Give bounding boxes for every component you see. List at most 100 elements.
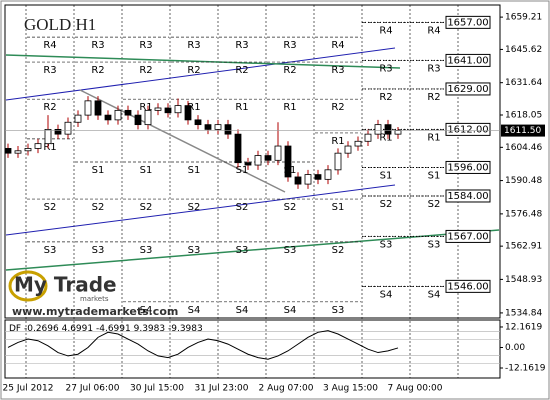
candle-body <box>354 140 362 147</box>
pivot-label: R1 <box>379 132 392 143</box>
level-label: 1657.00 <box>447 17 488 28</box>
pivot-label: R3 <box>91 40 104 51</box>
level-box <box>445 53 491 67</box>
pivot-label: R3 <box>283 40 296 51</box>
x-tick-label: 27 Jul 06:00 <box>66 384 120 394</box>
pivot-label: S4 <box>236 305 249 316</box>
y-tick-label: 1534.84 <box>505 308 542 318</box>
candle-body <box>234 133 242 164</box>
x-tick-label: 30 Jul 15:00 <box>130 384 184 394</box>
candle-body <box>294 176 302 185</box>
candle-body <box>324 169 332 180</box>
pivot-label: S3 <box>332 305 345 316</box>
pivot-label: R2 <box>43 102 56 113</box>
level-label: 1567.00 <box>447 231 488 242</box>
candle-body <box>54 128 62 135</box>
gray-line <box>79 89 286 193</box>
candle-body <box>174 105 182 114</box>
channel-lower <box>5 184 396 236</box>
channel-upper <box>5 47 396 101</box>
x-tick-label: 25 Jul 2012 <box>3 384 54 394</box>
logo: My Trade markets <box>8 270 117 303</box>
candle-body <box>164 107 172 114</box>
y-tick-label: 1590.48 <box>505 176 542 186</box>
pivot-label: S1 <box>188 165 201 176</box>
candle-body <box>264 155 272 161</box>
candle-body <box>134 114 142 126</box>
pivot-label: S3 <box>428 239 441 250</box>
candle-body <box>4 148 12 154</box>
candle-body <box>344 145 352 154</box>
candle-body <box>14 150 22 154</box>
pivot-label: R1 <box>427 132 440 143</box>
pivot-label: S2 <box>332 245 345 256</box>
level-box <box>445 15 491 29</box>
pivot-label: S1 <box>92 165 105 176</box>
pivot-label: R2 <box>91 65 104 76</box>
pivot-label: S3 <box>236 245 249 256</box>
candle-body <box>364 133 372 142</box>
pivot-label: R1 <box>283 102 296 113</box>
pivot-label: S3 <box>44 245 57 256</box>
level-box <box>445 82 491 96</box>
pivot-label: R4 <box>331 40 344 51</box>
level-label: 1629.00 <box>447 84 488 95</box>
level-box <box>445 279 491 293</box>
pivot-label: S4 <box>428 289 441 300</box>
pivot-label: S1 <box>380 170 393 181</box>
pivot-label: R3 <box>139 40 152 51</box>
candle-body <box>154 107 162 111</box>
pivot-label: S4 <box>380 289 393 300</box>
pivot-label: S1 <box>332 202 345 213</box>
logo-sub: markets <box>80 295 109 303</box>
candle-body <box>124 109 132 116</box>
y-tick-label: 1576.48 <box>505 209 542 219</box>
logo-swirl <box>8 270 48 302</box>
indicator-header-part: 9.3983 <box>134 324 166 334</box>
y-tick-label: 1562.91 <box>505 242 542 252</box>
pivot-label: R4 <box>43 40 56 51</box>
y-tick-label: 1618.05 <box>505 111 542 121</box>
pivot-label: R2 <box>283 65 296 76</box>
pivot-label: R1 <box>43 142 56 153</box>
indicator-header-part: DF <box>9 324 21 334</box>
candle-body <box>94 100 102 116</box>
pivot-label: S3 <box>284 245 297 256</box>
marks: 1659.21 1645.62 1631.64 1618.05 1604.46 1590.… <box>3 13 546 394</box>
candle-body <box>384 124 392 135</box>
pivot-label: S4 <box>140 305 153 316</box>
pivot-label: S3 <box>140 245 153 256</box>
pivot-label: S3 <box>92 245 105 256</box>
pivot-label: S3 <box>188 245 201 256</box>
candle-body <box>44 128 52 145</box>
y-tick-label: 1604.46 <box>505 143 542 153</box>
pivot-label: S4 <box>188 305 201 316</box>
pivot-label: S4 <box>284 305 297 316</box>
pivot-label: R3 <box>235 40 248 51</box>
pivot-label: S3 <box>380 239 393 250</box>
candle-body <box>144 109 152 126</box>
pivot-label: S2 <box>92 202 105 213</box>
candle-body <box>334 152 342 171</box>
indicator-tick-label: 0.00 <box>505 343 525 353</box>
chart-title: GOLD H1 <box>24 15 96 34</box>
watermark: www.mytrademarkets.com <box>12 305 178 318</box>
pivot-label: S2 <box>236 202 249 213</box>
pivot-label: R2 <box>379 92 392 103</box>
x-tick-label: 3 Aug 15:00 <box>323 384 378 394</box>
candle-body <box>314 174 322 180</box>
pivot-label: R2 <box>235 65 248 76</box>
pivot-label: R1 <box>187 102 200 113</box>
pivot-label: R1 <box>331 136 344 147</box>
candle-body <box>244 162 252 166</box>
pivot-label: S1 <box>140 165 153 176</box>
level-box <box>445 189 491 203</box>
level-label: 1612.00 <box>447 124 488 135</box>
price-panel <box>4 4 501 319</box>
pivot-label: S2 <box>428 199 441 210</box>
pivot-label: R4 <box>427 25 440 36</box>
indicator-panel <box>4 319 501 379</box>
indicator-header-part: 4.6991 <box>62 324 94 334</box>
candle-body <box>374 124 382 135</box>
